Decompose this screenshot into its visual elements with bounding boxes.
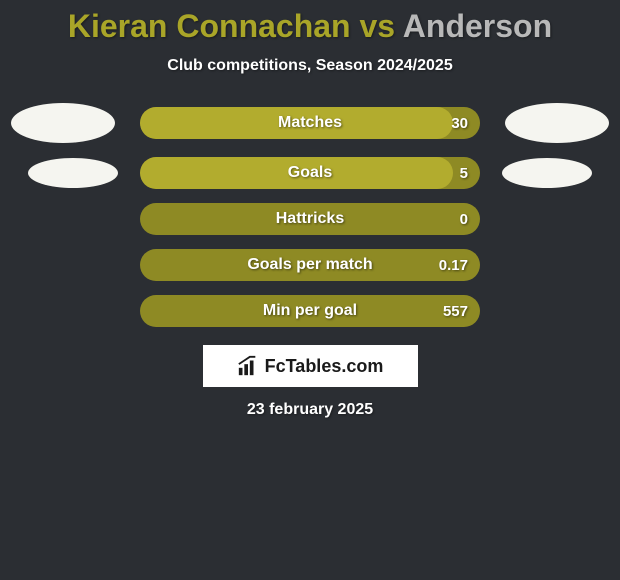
stat-row: Min per goal 557 <box>0 295 620 327</box>
stat-row: Hattricks 0 <box>0 203 620 235</box>
player1-avatar-small <box>28 158 118 188</box>
player2-name: Anderson <box>403 8 552 44</box>
player1-avatar <box>11 103 115 143</box>
stat-row: Matches 30 <box>0 103 620 143</box>
date-text: 23 february 2025 <box>0 401 620 419</box>
stat-row: Goals per match 0.17 <box>0 249 620 281</box>
stat-label: Goals per match <box>140 256 480 274</box>
avatar-left-slot <box>8 158 118 188</box>
stat-bar: Hattricks 0 <box>140 203 480 235</box>
stat-right-value: 0 <box>460 211 468 228</box>
logo-text: FcTables.com <box>265 356 384 377</box>
stat-bar: Matches 30 <box>140 107 480 139</box>
comparison-card: Kieran Connachan vs Anderson Club compet… <box>0 0 620 419</box>
stat-right-value: 0.17 <box>439 257 468 274</box>
stat-right-value: 5 <box>460 165 468 182</box>
player1-name: Kieran Connachan <box>68 8 351 44</box>
stat-label: Goals <box>140 164 480 182</box>
chart-icon <box>237 355 259 377</box>
stat-bar: Min per goal 557 <box>140 295 480 327</box>
stat-label: Hattricks <box>140 210 480 228</box>
player2-avatar <box>505 103 609 143</box>
avatar-left-slot <box>8 103 118 143</box>
source-logo[interactable]: FcTables.com <box>203 345 418 387</box>
stat-bar: Goals 5 <box>140 157 480 189</box>
stat-label: Matches <box>140 114 480 132</box>
player2-avatar-small <box>502 158 592 188</box>
avatar-right-slot <box>502 158 612 188</box>
stat-row: Goals 5 <box>0 157 620 189</box>
stat-right-value: 30 <box>451 115 468 132</box>
page-title: Kieran Connachan vs Anderson <box>0 8 620 45</box>
stat-bar: Goals per match 0.17 <box>140 249 480 281</box>
avatar-right-slot <box>502 103 612 143</box>
stat-label: Min per goal <box>140 302 480 320</box>
stat-right-value: 557 <box>443 303 468 320</box>
subtitle: Club competitions, Season 2024/2025 <box>0 57 620 75</box>
vs-text: vs <box>351 8 403 44</box>
